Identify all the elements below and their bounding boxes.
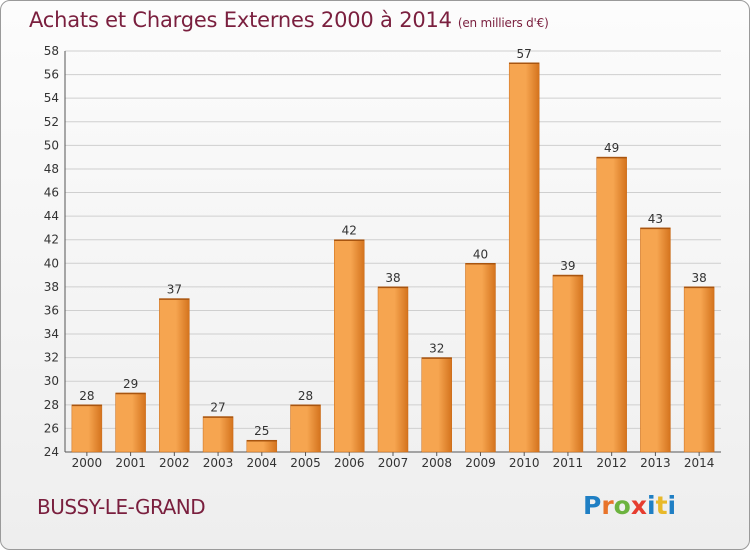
y-tick-label: 40 [44,256,59,270]
bar-value-label: 42 [342,224,357,238]
x-tick-label: 2010 [509,456,540,470]
bar-value-label: 28 [79,389,94,403]
bar-value-label: 25 [254,424,269,438]
x-tick-labels: 2000 2001 2002 2003 2004 2005 2006 2007 2008 2009… [72,456,715,470]
logo-letter: o [613,491,631,520]
bar-value-label: 40 [473,247,488,261]
bar [202,416,234,453]
bar-value-label: 28 [298,389,313,403]
y-tick-label: 32 [44,351,59,365]
bar [421,357,452,453]
x-tick-label: 2003 [203,456,234,470]
x-tick-label: 2007 [378,456,409,470]
bar-value-label: 27 [210,401,225,415]
x-tick-label: 2011 [553,456,584,470]
bar [377,286,409,453]
y-tick-label: 50 [44,138,59,152]
bar-value-label: 57 [517,47,532,61]
bar [552,274,584,453]
y-tick-label: 26 [44,421,59,435]
x-tick-label: 2006 [334,456,365,470]
bar [596,156,627,453]
y-tick-label: 30 [44,374,59,388]
bar [246,439,278,453]
logo-letter: i [667,491,677,520]
logo-letter: r [601,491,614,520]
y-tick-label: 44 [44,209,59,223]
x-tick-label: 2002 [159,456,190,470]
y-tick-label: 34 [44,327,59,341]
bar [508,62,540,453]
y-tick-label: 46 [44,186,59,200]
x-tick-label: 2014 [684,456,715,470]
bar [334,239,365,453]
y-tick-label: 28 [44,398,59,412]
bar-value-label: 37 [167,283,182,297]
bar-value-label: 32 [429,342,444,356]
x-tick-label: 2005 [290,456,321,470]
chart-title: Achats et Charges Externes 2000 à 2014 [29,8,452,32]
logo-letter: x [630,491,647,520]
y-tick-label: 48 [44,162,59,176]
x-tick-label: 2012 [596,456,627,470]
bar-value-label: 38 [691,271,706,285]
y-tick-label: 38 [44,280,59,294]
y-tick-labels: 24 26 28 30 32 34 36 38 40 42 44 46 48 50 52 54 56 58 [44,44,59,459]
x-tick-label: 2009 [465,456,496,470]
x-tick-label: 2000 [72,456,103,470]
y-tick-label: 56 [44,68,59,82]
x-tick-label: 2004 [247,456,278,470]
bar [159,298,190,453]
logo-letter: t [655,491,668,520]
x-tick-label: 2013 [640,456,671,470]
bar [683,286,715,453]
bar-value-label: 43 [648,212,663,226]
value-labels: 28 29 37 27 25 28 42 38 32 40 57 39 49 43 38 [79,47,707,438]
commune-name: BUSSY-LE-GRAND [37,495,206,519]
y-tick-label: 52 [44,115,59,129]
x-tick-label: 2008 [421,456,452,470]
x-tick-label: 2001 [115,456,146,470]
bar-value-label: 49 [604,141,619,155]
bar-value-label: 38 [385,271,400,285]
bar [465,263,496,453]
logo-letter: P [583,491,602,520]
y-tick-label: 24 [44,445,59,459]
bar-value-label: 39 [560,259,575,273]
y-tick-label: 58 [44,44,59,58]
bar-value-label: 29 [123,377,138,391]
logo-letter: i [647,491,656,520]
y-tick-label: 54 [44,91,59,105]
chart-title-row: Achats et Charges Externes 2000 à 2014 (e… [29,8,549,32]
chart-unit: (en milliers d'€) [457,16,549,30]
y-tick-label: 42 [44,233,59,247]
bar [115,392,146,453]
y-tick-label: 36 [44,303,59,317]
bar [290,404,321,453]
bar [71,404,103,453]
proxiti-logo[interactable]: Proxiti [583,491,676,520]
bar [640,227,671,453]
bars [71,62,715,453]
